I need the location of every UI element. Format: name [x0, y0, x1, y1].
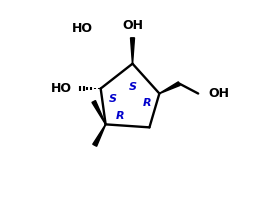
Text: HO: HO: [51, 82, 72, 95]
Polygon shape: [93, 124, 106, 146]
Text: HO: HO: [72, 22, 93, 35]
Polygon shape: [159, 82, 180, 94]
Text: OH: OH: [122, 19, 143, 32]
Text: OH: OH: [208, 87, 229, 100]
Polygon shape: [130, 38, 134, 64]
Text: R: R: [116, 111, 125, 121]
Text: S: S: [109, 95, 116, 104]
Text: S: S: [129, 82, 136, 92]
Text: R: R: [143, 99, 152, 108]
Polygon shape: [92, 100, 106, 124]
